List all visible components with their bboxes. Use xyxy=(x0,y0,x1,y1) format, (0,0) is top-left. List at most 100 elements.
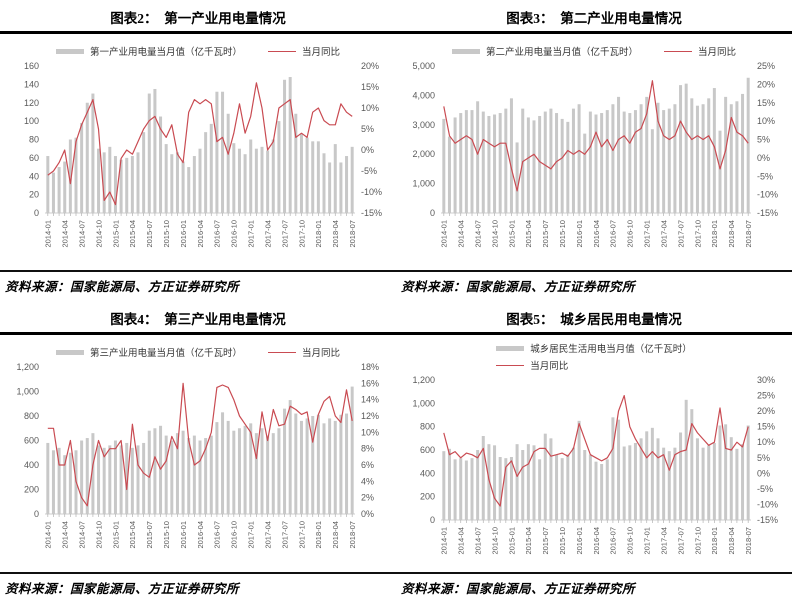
legend-item-line: 当月同比 xyxy=(268,44,340,58)
source-rule xyxy=(0,270,396,272)
svg-text:2016-04: 2016-04 xyxy=(196,220,205,248)
svg-text:2018-07: 2018-07 xyxy=(744,527,753,555)
svg-text:0: 0 xyxy=(34,208,39,218)
bar-series-swatch xyxy=(55,48,84,54)
svg-text:2015-07: 2015-07 xyxy=(145,521,154,549)
title-rule xyxy=(396,31,792,34)
svg-text:2017-04: 2017-04 xyxy=(659,220,668,248)
svg-text:80: 80 xyxy=(29,135,39,145)
source-text: 资料来源：国家能源局、方正证券研究所 xyxy=(401,280,636,294)
source-rule xyxy=(0,572,396,574)
panel-chart-3: 图表3： 第二产业用电量情况 第二产业用电量当月值（亿千瓦时） 当月同比 0 1,… xyxy=(396,0,792,301)
svg-text:2015-07: 2015-07 xyxy=(541,220,550,248)
title-rule xyxy=(0,332,396,335)
svg-text:2016-04: 2016-04 xyxy=(196,521,205,549)
svg-text:2015-04: 2015-04 xyxy=(524,527,533,555)
chart-legend: 第三产业用电量当月值（亿千瓦时） 当月同比 xyxy=(5,345,391,359)
legend-line-label: 当月同比 xyxy=(302,349,341,359)
svg-text:14%: 14% xyxy=(361,395,379,405)
svg-text:2014-07: 2014-07 xyxy=(473,527,482,555)
svg-text:-5%: -5% xyxy=(757,171,773,181)
source-text: 资料来源：国家能源局、方正证券研究所 xyxy=(401,582,636,596)
svg-text:200: 200 xyxy=(420,492,435,502)
svg-text:25%: 25% xyxy=(757,391,775,401)
legend-item-bar: 第一产业用电量当月值（亿千瓦时） xyxy=(55,44,242,58)
svg-text:10%: 10% xyxy=(757,437,775,447)
svg-text:2014-04: 2014-04 xyxy=(61,220,70,248)
svg-text:1,000: 1,000 xyxy=(412,398,435,408)
svg-text:2016-04: 2016-04 xyxy=(592,220,601,248)
svg-text:0: 0 xyxy=(430,515,435,525)
svg-text:2017-01: 2017-01 xyxy=(247,521,256,549)
svg-text:15%: 15% xyxy=(757,422,775,432)
chart-canvas-secondary-industry: 0 1,000 2,000 3,000 4,000 5,000 -15% -10% -5% 0% 5… xyxy=(412,61,778,248)
svg-text:2015-07: 2015-07 xyxy=(145,220,154,248)
svg-text:1,200: 1,200 xyxy=(412,375,435,385)
svg-text:2017-07: 2017-07 xyxy=(280,521,289,549)
svg-text:2016-07: 2016-07 xyxy=(609,220,618,248)
svg-text:2016-01: 2016-01 xyxy=(179,521,188,549)
legend-item-line: 当月同比 xyxy=(268,345,340,359)
svg-text:30%: 30% xyxy=(757,375,775,385)
svg-text:2014-07: 2014-07 xyxy=(473,220,482,248)
bar-series-swatch xyxy=(451,48,480,54)
svg-text:20%: 20% xyxy=(757,79,775,89)
svg-text:2014-01: 2014-01 xyxy=(44,521,53,549)
legend-bar-label: 第二产业用电量当月值（亿千瓦时） xyxy=(485,48,638,58)
svg-text:400: 400 xyxy=(24,460,39,470)
svg-text:2017-01: 2017-01 xyxy=(247,220,256,248)
svg-text:2016-07: 2016-07 xyxy=(213,220,222,248)
svg-text:2017-04: 2017-04 xyxy=(659,527,668,555)
chart-legend: 城乡居民生活用电当月值（亿千瓦时） 当月同比 xyxy=(496,341,692,372)
svg-text:2018-04: 2018-04 xyxy=(331,220,340,248)
svg-text:20%: 20% xyxy=(757,406,775,416)
panel-chart-4: 图表4： 第三产业用电量情况 第三产业用电量当月值（亿千瓦时） 当月同比 0 20… xyxy=(0,301,396,603)
svg-text:140: 140 xyxy=(24,79,39,89)
chart-canvas-residential: 0 200 400 600 800 1,000 1,200 -15% -10% -5% 0% 5% 10… xyxy=(412,375,778,555)
svg-text:2016-10: 2016-10 xyxy=(626,220,635,248)
svg-text:2018-07: 2018-07 xyxy=(348,220,357,248)
svg-text:2017-07: 2017-07 xyxy=(280,220,289,248)
legend-bar-label: 城乡居民生活用电当月值（亿千瓦时） xyxy=(530,345,692,355)
svg-text:2014-10: 2014-10 xyxy=(94,220,103,248)
svg-text:2016-07: 2016-07 xyxy=(213,521,222,549)
legend-item-line: 当月同比 xyxy=(664,44,736,58)
svg-text:2014-10: 2014-10 xyxy=(94,521,103,549)
svg-text:2017-10: 2017-10 xyxy=(693,220,702,248)
source-text: 资料来源：国家能源局、方正证券研究所 xyxy=(5,280,240,294)
chart-legend: 第二产业用电量当月值（亿千瓦时） 当月同比 xyxy=(401,44,787,58)
svg-text:5%: 5% xyxy=(757,453,770,463)
svg-text:2018-07: 2018-07 xyxy=(744,220,753,248)
legend-item-line: 当月同比 xyxy=(496,358,568,372)
chart-title: 图表4： 第三产业用电量情况 xyxy=(110,312,286,327)
svg-text:2016-10: 2016-10 xyxy=(626,527,635,555)
svg-text:2015-01: 2015-01 xyxy=(111,521,120,549)
svg-text:2014-04: 2014-04 xyxy=(61,521,70,549)
svg-text:400: 400 xyxy=(420,468,435,478)
svg-text:5%: 5% xyxy=(361,124,374,134)
legend-item-bar: 城乡居民生活用电当月值（亿千瓦时） xyxy=(496,341,692,355)
svg-text:0: 0 xyxy=(34,509,39,519)
svg-text:2015-01: 2015-01 xyxy=(507,527,516,555)
svg-text:2017-04: 2017-04 xyxy=(263,220,272,248)
svg-text:2014-10: 2014-10 xyxy=(490,220,499,248)
svg-text:2014-01: 2014-01 xyxy=(440,527,449,555)
line-series-swatch xyxy=(268,351,296,353)
svg-text:4,000: 4,000 xyxy=(412,90,435,100)
svg-text:0: 0 xyxy=(430,208,435,218)
title-rule xyxy=(0,31,396,34)
svg-text:15%: 15% xyxy=(361,82,379,92)
chart-canvas-tertiary-industry: 0 200 400 600 800 1,000 1,200 0% 2% 4% 6% 8% 10% 12% 1… xyxy=(16,362,379,549)
svg-text:2016-10: 2016-10 xyxy=(230,220,239,248)
svg-text:-10%: -10% xyxy=(361,187,382,197)
svg-text:2015-04: 2015-04 xyxy=(128,220,137,248)
svg-text:2,000: 2,000 xyxy=(412,149,435,159)
svg-text:800: 800 xyxy=(24,411,39,421)
legend-item-bar: 第二产业用电量当月值（亿千瓦时） xyxy=(451,44,638,58)
svg-text:10%: 10% xyxy=(361,103,379,113)
bar-series-swatch xyxy=(496,345,525,351)
svg-text:2018-01: 2018-01 xyxy=(710,220,719,248)
svg-text:2015-10: 2015-10 xyxy=(558,220,567,248)
svg-text:2018-01: 2018-01 xyxy=(314,521,323,549)
svg-text:0%: 0% xyxy=(361,145,374,155)
